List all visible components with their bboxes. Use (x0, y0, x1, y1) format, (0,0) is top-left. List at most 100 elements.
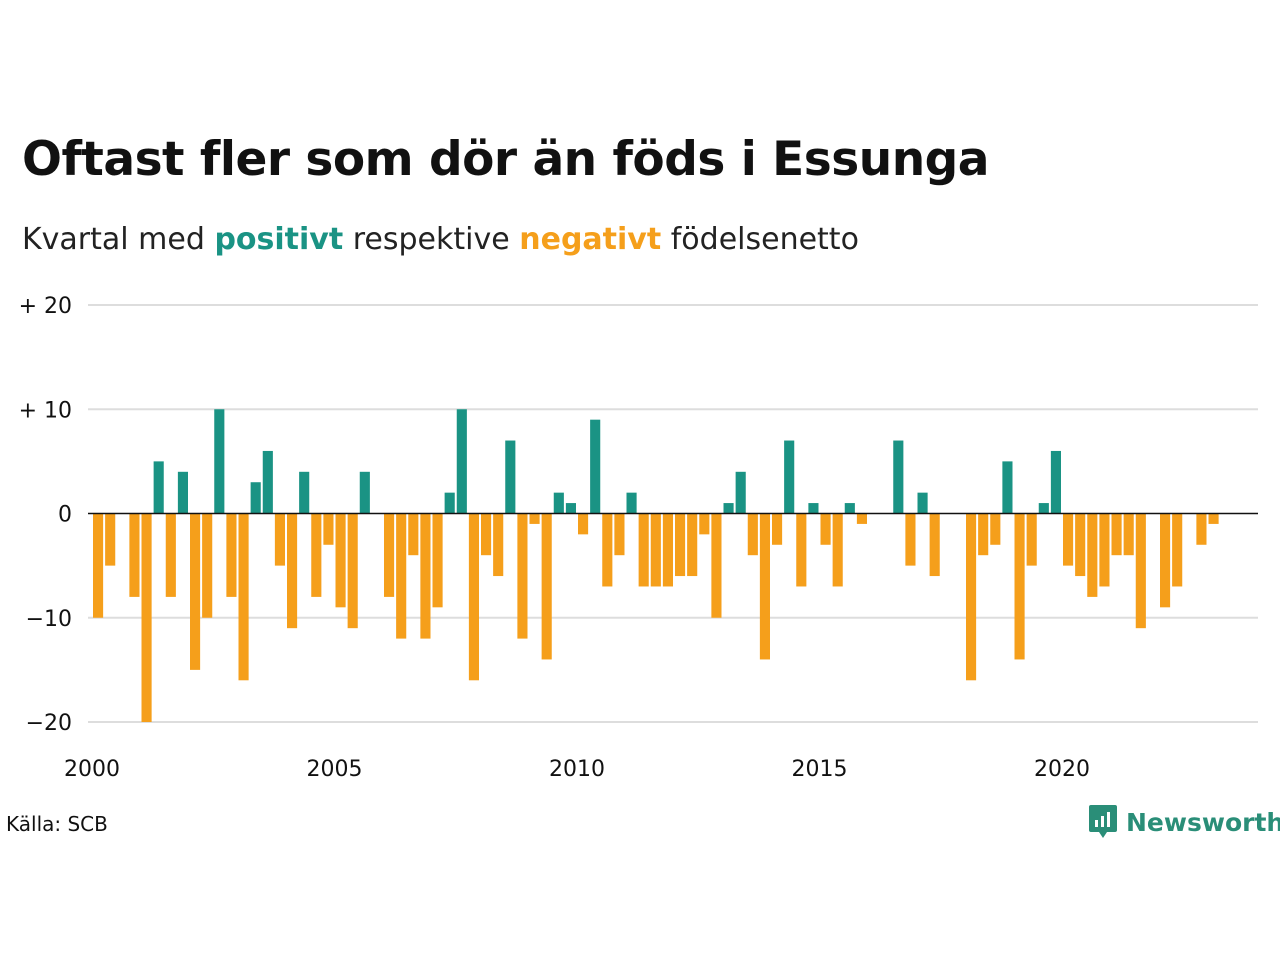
bar (699, 513, 710, 535)
chart-title: Oftast fler som dör än föds i Essunga (22, 132, 990, 187)
y-tick-label: −20 (26, 711, 72, 736)
bar (226, 513, 237, 597)
bar (711, 513, 722, 618)
bar (553, 492, 564, 514)
bar (1087, 513, 1098, 597)
bar (456, 409, 467, 514)
bar (444, 492, 455, 514)
bar (468, 513, 479, 681)
bar (287, 513, 298, 629)
bar (602, 513, 613, 587)
bar (844, 503, 855, 514)
bar (929, 513, 940, 577)
bar (905, 513, 916, 566)
bar (990, 513, 1001, 545)
y-tick-label: + 10 (19, 398, 72, 423)
bar (784, 440, 795, 514)
bar (590, 419, 601, 514)
bar (177, 471, 188, 514)
bar (1111, 513, 1122, 556)
y-tick-label: + 20 (19, 294, 72, 319)
subtitle-positive: positivt (214, 222, 344, 257)
bar (129, 513, 140, 597)
subtitle-negative: negativt (519, 222, 662, 257)
source-note: Källa: SCB (6, 812, 108, 836)
bar (262, 450, 273, 514)
bar (675, 513, 686, 577)
x-tick-label: 2000 (64, 757, 120, 782)
x-tick-label: 2020 (1034, 757, 1090, 782)
bar (796, 513, 807, 587)
bar (1063, 513, 1074, 566)
bar (165, 513, 176, 597)
bar (820, 513, 831, 545)
subtitle-pre: Kvartal med (22, 222, 205, 257)
bar (323, 513, 334, 545)
bar (565, 503, 576, 514)
bar (359, 471, 370, 514)
bar (274, 513, 285, 566)
x-tick-label: 2015 (792, 757, 848, 782)
bar (966, 513, 977, 681)
bar (650, 513, 661, 587)
bar (638, 513, 649, 587)
y-tick-label: 0 (58, 503, 72, 528)
bar (1135, 513, 1146, 629)
bar (808, 503, 819, 514)
bar (1014, 513, 1025, 660)
bar (299, 471, 310, 514)
bar (1038, 503, 1049, 514)
bar-chart: + 20 + 10 0 −10 −20 2000 2005 2010 2015 2020 (19, 294, 1258, 782)
bar (505, 440, 516, 514)
subtitle-post: födelsenetto (670, 222, 859, 257)
bar (1050, 450, 1061, 514)
bar (420, 513, 431, 639)
bar (1099, 513, 1110, 587)
bar (347, 513, 358, 629)
bar (396, 513, 407, 639)
bar (662, 513, 673, 587)
bar (384, 513, 395, 597)
bar (1172, 513, 1183, 587)
bar (1160, 513, 1171, 608)
bar (250, 482, 261, 514)
bar (1002, 461, 1013, 514)
bar (856, 513, 867, 524)
bar (1208, 513, 1219, 524)
bar (335, 513, 346, 608)
bar (626, 492, 637, 514)
newsworthy-icon (1089, 805, 1117, 838)
bar (105, 513, 116, 566)
subtitle-mid: respektive (352, 222, 510, 257)
bar (735, 471, 746, 514)
x-tick-label: 2010 (549, 757, 605, 782)
bar (541, 513, 552, 660)
x-tick-label: 2005 (307, 757, 363, 782)
bar (1196, 513, 1207, 545)
brand-name: Newsworthy (1126, 807, 1280, 837)
bar (93, 513, 104, 618)
brand-logo: Newsworthy (1088, 804, 1280, 840)
bar (493, 513, 504, 577)
bar (311, 513, 322, 597)
bar (759, 513, 770, 660)
y-tick-label: −10 (26, 607, 72, 632)
bar (481, 513, 492, 556)
bar (529, 513, 540, 524)
bar (1026, 513, 1037, 566)
bar (917, 492, 928, 514)
bar (772, 513, 783, 545)
chart-subtitle: Kvartal med positivt respektive negativt… (22, 222, 859, 257)
bar (687, 513, 698, 577)
bar (578, 513, 589, 535)
bar (832, 513, 843, 587)
bar (238, 513, 249, 681)
bar (893, 440, 904, 514)
bar (747, 513, 758, 556)
bar (1075, 513, 1086, 577)
bar (153, 461, 164, 514)
bar (141, 513, 152, 722)
bar (614, 513, 625, 556)
bar (723, 503, 734, 514)
bar (517, 513, 528, 639)
